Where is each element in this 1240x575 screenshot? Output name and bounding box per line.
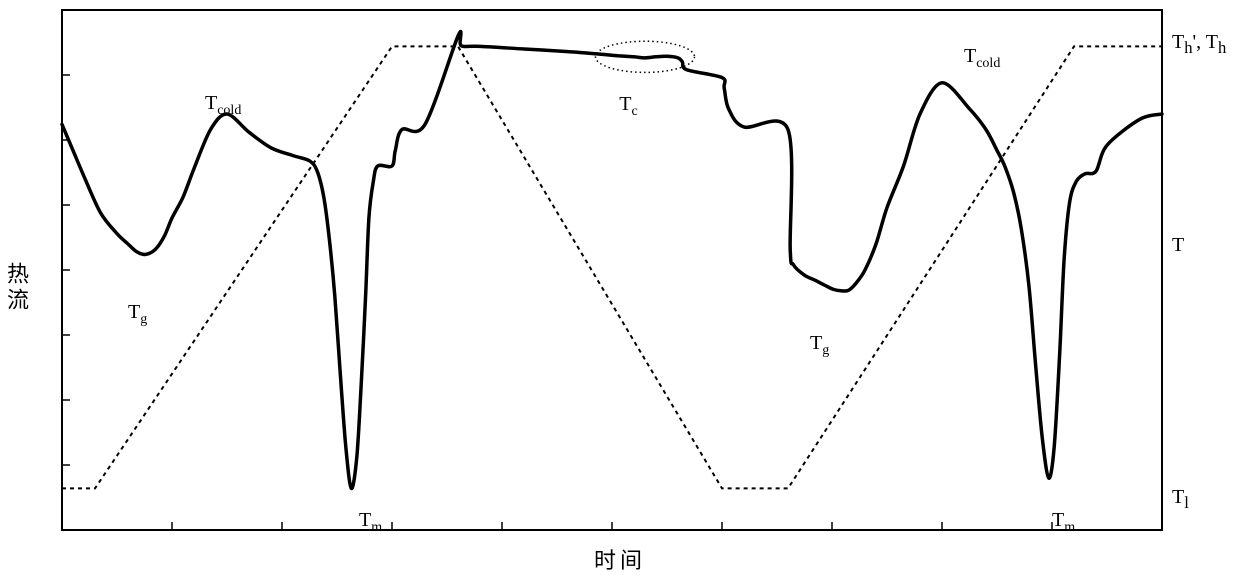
annotation-Tcold1: Tcold (205, 92, 241, 119)
x-axis-label: 时间 (594, 543, 646, 575)
annotation-Tcold2: Tcold (964, 45, 1000, 72)
y-axis-label: 热流 (0, 262, 32, 314)
right-axis-label-Th: Th', Th (1172, 31, 1226, 58)
annotation-Tc: Tc (619, 93, 637, 120)
annotation-Tm1: Tm (359, 509, 382, 536)
annotation-Tg1: Tg (128, 301, 147, 328)
right-axis-label-Tl: Tl (1172, 486, 1189, 513)
annotation-Tg2: Tg (810, 332, 829, 359)
right-axis-label-Ttemp: T (1172, 234, 1184, 257)
chart-canvas (0, 0, 1240, 575)
annotation-Tm2: Tm (1052, 509, 1075, 536)
dsc-thermogram-chart: 热流 时间 Tg Tcold Tm Tc Tg Tcold Tm Th', Th T Tl (0, 0, 1240, 575)
